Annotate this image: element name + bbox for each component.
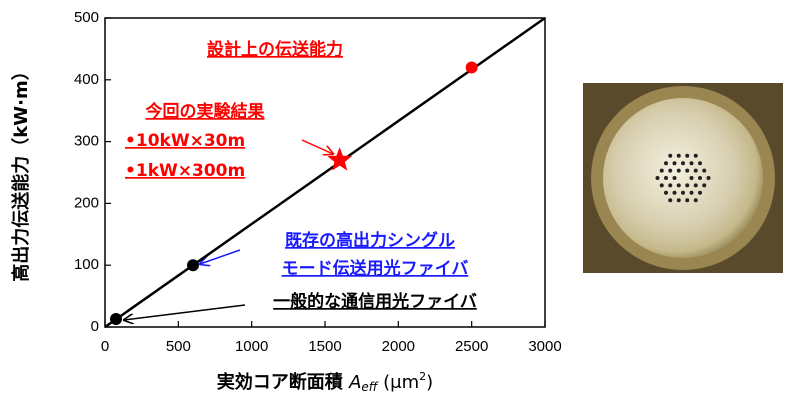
y-tick-label: 400: [74, 71, 99, 88]
arrow: [124, 304, 246, 320]
photo-hole: [689, 176, 694, 180]
annotation-existing: モード伝送用光ファイバ: [282, 258, 469, 279]
photo-hole: [693, 168, 698, 173]
photo-hole: [668, 198, 673, 203]
y-tick-label: 100: [74, 256, 99, 273]
photo-hole: [676, 153, 681, 158]
annotation-item: •1kW×300m: [125, 161, 245, 181]
photo-hole: [702, 183, 707, 188]
photo-hole: [693, 198, 698, 203]
y-tick-label: 300: [74, 133, 99, 150]
photo-hole: [659, 168, 664, 173]
fiber-photo: [583, 83, 783, 273]
annotation-design: 設計上の伝送能力: [207, 39, 343, 60]
photo-hole: [693, 183, 698, 188]
photo-hole: [681, 161, 685, 166]
photo-hole: [698, 161, 702, 166]
y-tick-label: 500: [74, 9, 99, 26]
photo-hole: [655, 176, 660, 180]
y-tick-label: 0: [91, 318, 99, 335]
x-tick-label: 1000: [235, 338, 268, 355]
photo-hole: [685, 153, 690, 158]
photo-hole: [668, 153, 673, 158]
annotations: 設計上の伝送能力 今回の実験結果 •10kW×30m •1kW×300m: [125, 39, 343, 181]
arrow: [200, 249, 241, 264]
photo-hole: [664, 161, 668, 166]
photo-hole: [672, 176, 677, 180]
photo-hole: [693, 153, 698, 158]
point-star: [327, 147, 353, 171]
annotation-item: •10kW×30m: [125, 131, 245, 151]
photo-hole: [668, 183, 673, 188]
photo-hole: [672, 161, 677, 166]
photo-hole: [689, 190, 694, 195]
y-tick-label: 200: [74, 194, 99, 211]
annotation-experiment: 今回の実験結果: [146, 101, 265, 122]
x-tick-label: 1500: [308, 338, 341, 355]
x-tick-label: 500: [166, 338, 191, 355]
x-tick-label: 3000: [528, 338, 561, 355]
photo-hole: [685, 198, 690, 203]
photo-hole: [668, 168, 673, 173]
photo-hole: [664, 190, 668, 195]
photo-hole: [698, 176, 702, 180]
x-tick-label: 2000: [382, 338, 415, 355]
photo-hole: [689, 161, 694, 166]
point: [187, 259, 199, 272]
point: [110, 312, 122, 325]
annotation-general: 一般的な通信用光ファイバ: [273, 291, 477, 312]
x-axis-label: 実効コア断面積 Aeff (μm2): [217, 370, 433, 394]
y-axis-label: 高出力伝送能力（kW·m）: [10, 62, 32, 281]
photo-hole: [676, 183, 681, 188]
photo-hole: [698, 190, 702, 195]
point: [465, 61, 478, 74]
photo-hole: [664, 176, 668, 180]
photo-hole: [659, 183, 664, 188]
photo-hole: [706, 176, 711, 180]
photo-hole: [702, 168, 707, 173]
photo-hole: [685, 168, 690, 173]
photo-hole: [681, 190, 685, 195]
photo-face: [603, 98, 763, 258]
photo-holes: [655, 153, 711, 203]
x-tick-label: 2500: [455, 338, 488, 355]
arrow: [301, 139, 333, 154]
annotation-existing: 既存の高出力シングル: [285, 230, 455, 251]
photo-hole: [676, 168, 681, 173]
photo-hole: [676, 198, 681, 203]
x-tick-label: 0: [101, 338, 109, 355]
photo-hole: [685, 183, 690, 188]
photo-hole: [672, 190, 677, 195]
